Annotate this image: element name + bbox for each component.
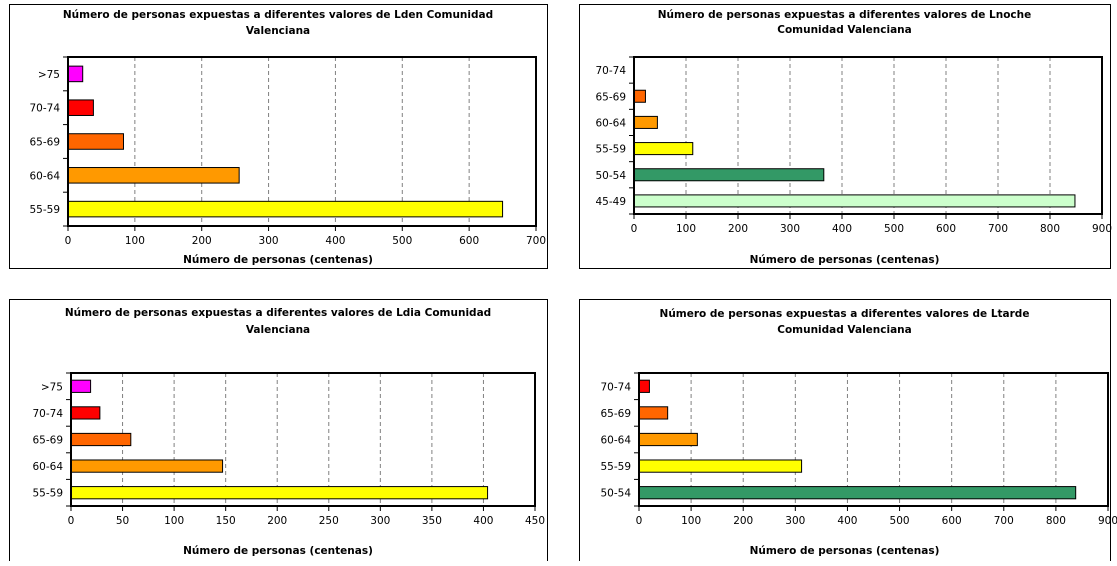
category-label: 65-69 (29, 137, 60, 149)
x-tick-label: 150 (216, 515, 236, 527)
x-tick-label: 400 (473, 515, 493, 527)
chart-1: Número de personas expuestas a diferente… (10, 5, 548, 269)
bar-55-59 (71, 487, 488, 499)
bar-70-74 (68, 100, 93, 116)
chart-title-line: Comunidad Valenciana (777, 24, 912, 36)
chart-title-line: Comunidad Valenciana (777, 324, 912, 336)
x-tick-label: 300 (785, 515, 805, 527)
x-tick-label: 900 (1098, 515, 1117, 527)
x-tick-label: 200 (267, 515, 287, 527)
bar-45-49 (634, 195, 1075, 207)
x-tick-label: 100 (676, 223, 696, 235)
x-tick-label: 700 (994, 515, 1014, 527)
x-axis-label: Número de personas (centenas) (183, 254, 373, 266)
bar-55-59 (68, 201, 503, 217)
bar-70-74 (639, 380, 649, 392)
x-tick-label: 600 (936, 223, 956, 235)
bar-65-69 (68, 134, 123, 150)
bar->75 (68, 66, 83, 82)
category-label: 70-74 (29, 103, 60, 115)
bar-65-69 (639, 407, 668, 419)
x-tick-label: 250 (319, 515, 339, 527)
x-tick-label: 450 (525, 515, 545, 527)
bar-55-59 (639, 460, 802, 472)
chart-title-line: Número de personas expuestas a diferente… (65, 307, 491, 319)
bar->75 (71, 380, 91, 392)
x-tick-label: 400 (837, 515, 857, 527)
x-tick-label: 0 (68, 515, 75, 527)
category-label: 45-49 (595, 196, 626, 208)
category-label: 60-64 (29, 170, 60, 182)
category-label: 55-59 (32, 488, 63, 500)
category-label: 50-54 (600, 488, 631, 500)
chart-title-line: Valenciana (246, 324, 310, 336)
chart-title-line: Número de personas expuestas a diferente… (63, 9, 493, 21)
x-tick-label: 100 (681, 515, 701, 527)
x-tick-label: 0 (631, 223, 638, 235)
x-tick-label: 350 (422, 515, 442, 527)
category-label: 65-69 (600, 408, 631, 420)
x-tick-label: 400 (325, 235, 345, 247)
x-tick-label: 300 (259, 235, 279, 247)
x-tick-label: 50 (116, 515, 129, 527)
x-tick-label: 300 (780, 223, 800, 235)
x-tick-label: 900 (1092, 223, 1112, 235)
category-label: 70-74 (595, 65, 626, 77)
category-label: >75 (38, 69, 60, 81)
chart-2: Número de personas expuestas a diferente… (580, 5, 1113, 269)
x-tick-label: 800 (1040, 223, 1060, 235)
x-tick-label: 500 (884, 223, 904, 235)
x-tick-label: 700 (526, 235, 546, 247)
x-tick-label: 200 (728, 223, 748, 235)
category-label: 65-69 (32, 435, 63, 447)
x-axis-label: Número de personas (centenas) (183, 545, 373, 557)
x-tick-label: 800 (1046, 515, 1066, 527)
category-label: 55-59 (600, 461, 631, 473)
x-tick-label: 400 (832, 223, 852, 235)
category-label: 50-54 (595, 170, 626, 182)
x-tick-label: 600 (459, 235, 479, 247)
x-tick-label: 600 (942, 515, 962, 527)
chart-3: Número de personas expuestas a diferente… (10, 300, 548, 562)
bar-55-59 (634, 143, 693, 155)
bar-60-64 (71, 460, 223, 472)
x-tick-label: 0 (636, 515, 643, 527)
x-tick-label: 200 (192, 235, 212, 247)
category-label: 55-59 (595, 144, 626, 156)
x-axis-label: Número de personas (centenas) (750, 254, 940, 266)
bar-60-64 (639, 433, 697, 445)
x-axis-label: Número de personas (centenas) (750, 545, 940, 557)
bar-65-69 (634, 90, 645, 102)
x-tick-label: 700 (988, 223, 1008, 235)
category-label: 70-74 (32, 408, 63, 420)
category-label: 70-74 (600, 381, 631, 393)
chart-title-line: Número de personas expuestas a diferente… (660, 308, 1030, 320)
x-tick-label: 100 (125, 235, 145, 247)
x-tick-label: 0 (65, 235, 72, 247)
bar-50-54 (634, 169, 824, 181)
x-tick-label: 500 (392, 235, 412, 247)
chart-title-line: Número de personas expuestas a diferente… (658, 9, 1031, 21)
x-tick-label: 500 (890, 515, 910, 527)
bar-60-64 (634, 116, 657, 128)
chart-4: Número de personas expuestas a diferente… (580, 300, 1117, 562)
bar-70-74 (71, 407, 100, 419)
category-label: 55-59 (29, 204, 60, 216)
bar-60-64 (68, 168, 239, 184)
bar-50-54 (639, 487, 1076, 499)
category-label: 60-64 (600, 435, 631, 447)
category-label: 65-69 (595, 91, 626, 103)
bar-65-69 (71, 433, 131, 445)
chart-title-line: Valenciana (246, 25, 310, 37)
category-label: 60-64 (595, 117, 626, 129)
x-tick-label: 300 (370, 515, 390, 527)
x-tick-label: 200 (733, 515, 753, 527)
x-tick-label: 100 (164, 515, 184, 527)
category-label: >75 (41, 381, 63, 393)
category-label: 60-64 (32, 461, 63, 473)
